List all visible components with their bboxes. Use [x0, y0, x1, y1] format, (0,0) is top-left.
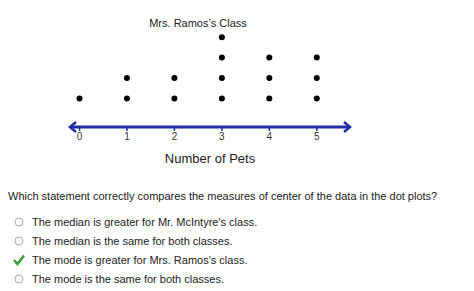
svg-text:5: 5 — [314, 131, 320, 142]
html-text:The mode is the same for both: The mode is the same for both classes. — [32, 273, 224, 285]
svg-text:0: 0 — [77, 131, 83, 142]
html-text:Which statement correctly comp: Which statement correctly compares the m… — [8, 190, 438, 202]
html-text:The median is the same for bot: The median is the same for both classes. — [32, 235, 233, 247]
html-text:The median is greater for Mr.: The median is greater for Mr. McIntyre's… — [32, 216, 258, 228]
svg-text:2: 2 — [172, 131, 178, 142]
svg-text:1: 1 — [124, 131, 130, 142]
html-text:The mode is greater for Mrs. R: The mode is greater for Mrs. Ramos's cla… — [32, 254, 248, 266]
svg-text:Number of Pets: Number of Pets — [165, 151, 256, 165]
svg-text:4: 4 — [267, 131, 273, 142]
html-text:Mrs. Ramos’s Class: Mrs. Ramos’s Class — [149, 17, 247, 29]
svg-text:3: 3 — [219, 131, 225, 142]
